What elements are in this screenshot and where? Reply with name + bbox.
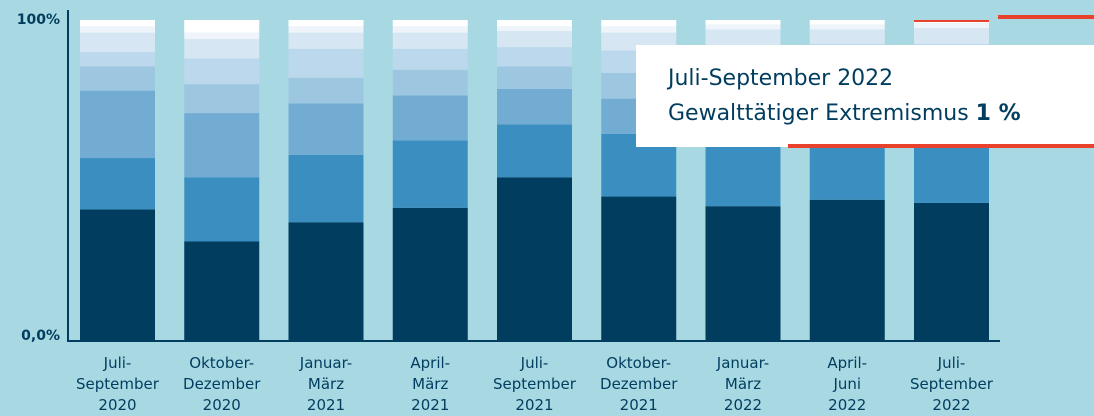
bar-segment	[601, 20, 677, 27]
x-tick-label: Juli-September 2021	[493, 354, 577, 414]
bar-segment	[497, 177, 572, 341]
bar-segment	[184, 58, 260, 85]
bar-segment	[392, 95, 468, 141]
bar-segment	[392, 48, 468, 70]
bar-segment	[288, 26, 364, 33]
bar-segment	[705, 29, 781, 46]
bar-segment	[497, 124, 572, 178]
x-tick-label: Januar-März 2022	[716, 354, 769, 414]
bar-segment	[288, 77, 364, 104]
bar-segment	[80, 32, 155, 53]
bar-segment	[601, 196, 677, 341]
bar-segment	[497, 66, 572, 90]
bar-segment	[80, 20, 155, 27]
x-tick-label: April-März 2021	[410, 354, 450, 414]
bar-segment	[80, 52, 155, 67]
bar-segment	[705, 206, 781, 341]
bar-segment	[392, 207, 468, 341]
bar-segment	[809, 199, 885, 341]
bar-segment	[809, 24, 885, 30]
x-tick-label: April-Juni 2022	[827, 354, 867, 414]
x-tick-label: Oktober-Dezember 2020	[183, 354, 261, 414]
bar-segment	[392, 32, 468, 49]
bar-segment	[392, 69, 468, 96]
bar-segment	[705, 24, 781, 30]
bar-segment	[914, 28, 989, 45]
callout-box	[636, 45, 1094, 147]
bar-segment	[809, 29, 885, 45]
bar-segment	[288, 48, 364, 78]
bar-segment	[288, 103, 364, 155]
callout-text: Gewalttätiger Extremismus 1 %	[668, 101, 1021, 126]
bar-segment	[184, 241, 260, 341]
bar-segment	[80, 209, 155, 341]
bar-segment	[80, 158, 155, 210]
x-tick-label: Oktober-Dezember 2021	[600, 354, 678, 414]
bar-segment	[392, 20, 468, 27]
bar-segment	[288, 20, 364, 27]
bar-segment	[914, 138, 989, 203]
bar-segment	[184, 84, 260, 114]
bar-segment	[705, 141, 781, 207]
bar-segment	[288, 32, 364, 49]
callout-title: Juli-September 2022	[666, 66, 893, 91]
y-tick-label: 0,0%	[21, 328, 60, 344]
bar-segment	[914, 202, 989, 341]
bar-segment	[809, 138, 885, 200]
bar-segment	[184, 20, 260, 33]
x-tick-label: Januar-März 2021	[299, 354, 352, 414]
x-tick-label: Juli-September 2020	[76, 354, 160, 414]
callout-label: Gewalttätiger Extremismus	[668, 101, 969, 126]
bar-segment	[80, 90, 155, 159]
bar-segment	[80, 66, 155, 91]
bar-segment	[288, 154, 364, 223]
bar-segment	[184, 39, 260, 59]
bar-segment	[288, 222, 364, 341]
bar-segment	[184, 177, 260, 242]
bar-segment	[497, 20, 572, 27]
bar-segment	[705, 20, 781, 25]
bar-segment	[184, 113, 260, 178]
bar-segment	[497, 26, 572, 32]
bar-segment	[914, 23, 989, 29]
bar-segment	[497, 31, 572, 48]
bar-segment	[80, 26, 155, 33]
bar-segment	[392, 26, 468, 33]
bar-segment	[497, 47, 572, 67]
callout-value: 1 %	[976, 101, 1021, 126]
bar-segment	[809, 20, 885, 25]
x-tick-label: Juli-September 2022	[910, 354, 994, 414]
bar-segment	[184, 32, 260, 40]
bar-segment	[497, 89, 572, 125]
y-tick-label: 100%	[17, 12, 60, 28]
bar-segment	[392, 140, 468, 208]
bar-segment	[601, 26, 677, 33]
